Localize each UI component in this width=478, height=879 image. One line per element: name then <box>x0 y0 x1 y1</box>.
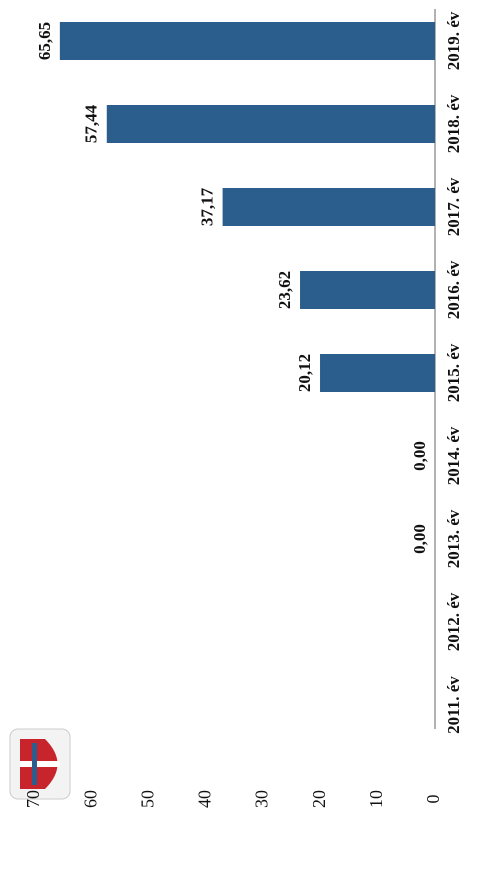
x-tick-label: 2018. év <box>444 94 463 153</box>
y-tick-label: 50 <box>137 790 157 808</box>
x-tick-label: 2013. év <box>444 509 463 568</box>
bar <box>59 22 435 60</box>
x-tick-label: 2019. év <box>444 11 463 70</box>
y-tick-label: 70 <box>23 790 43 808</box>
y-tick-label: 40 <box>195 790 215 808</box>
bar <box>320 354 435 392</box>
bar <box>106 105 436 143</box>
x-tick-label: 2015. év <box>444 343 463 402</box>
value-label: 57,44 <box>82 104 101 143</box>
value-label: 0,00 <box>410 441 429 471</box>
y-tick-label: 60 <box>80 790 100 808</box>
x-tick-label: 2014. év <box>444 426 463 485</box>
value-label: 65,65 <box>35 22 54 60</box>
rotated-chart: 0 10 20 30 40 50 60 70 2011. év 2012. év 2013. év 0… <box>9 9 463 808</box>
x-tick-label: 2011. év <box>444 676 463 734</box>
x-tick-label: 2016. év <box>444 260 463 319</box>
bar <box>300 271 435 309</box>
x-tick-label: 2012. év <box>444 592 463 651</box>
logo <box>9 728 71 800</box>
x-tick-label: 2017. év <box>444 177 463 236</box>
value-label: 23,62 <box>275 271 294 309</box>
y-tick-label: 10 <box>366 790 386 808</box>
value-label: 0,00 <box>410 524 429 554</box>
bar <box>222 188 435 226</box>
value-label: 20,12 <box>295 354 314 392</box>
value-label: 37,17 <box>198 187 217 226</box>
y-tick-label: 20 <box>309 790 329 808</box>
y-tick-label: 0 <box>423 795 443 804</box>
y-tick-label: 30 <box>252 790 272 808</box>
